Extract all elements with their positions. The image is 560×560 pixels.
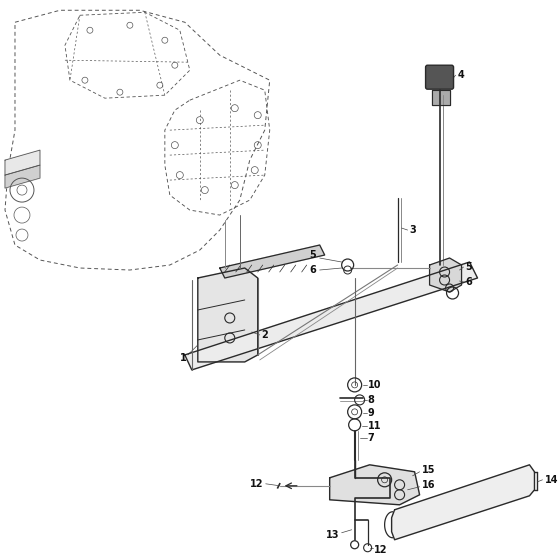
Text: 9: 9 bbox=[367, 408, 375, 418]
Polygon shape bbox=[5, 165, 40, 188]
Polygon shape bbox=[391, 465, 534, 540]
Text: 11: 11 bbox=[367, 421, 381, 431]
Polygon shape bbox=[185, 262, 478, 370]
Text: 13: 13 bbox=[326, 530, 340, 540]
Text: 5: 5 bbox=[310, 250, 316, 260]
Polygon shape bbox=[220, 245, 325, 278]
Text: 15: 15 bbox=[422, 465, 435, 475]
Text: 12: 12 bbox=[250, 479, 264, 489]
Text: 12: 12 bbox=[374, 545, 387, 555]
Text: 3: 3 bbox=[409, 225, 416, 235]
Polygon shape bbox=[430, 258, 461, 292]
Text: 1: 1 bbox=[180, 353, 186, 363]
Text: 14: 14 bbox=[544, 475, 558, 485]
Text: 6: 6 bbox=[465, 277, 472, 287]
Text: 2: 2 bbox=[262, 330, 268, 340]
Text: 6: 6 bbox=[310, 265, 316, 275]
Polygon shape bbox=[330, 465, 419, 505]
Text: 16: 16 bbox=[422, 480, 435, 490]
Text: 5: 5 bbox=[465, 262, 472, 272]
Polygon shape bbox=[432, 90, 450, 105]
Text: 8: 8 bbox=[367, 395, 375, 405]
Text: 4: 4 bbox=[458, 70, 464, 80]
Text: 7: 7 bbox=[367, 433, 375, 443]
Text: 10: 10 bbox=[367, 380, 381, 390]
Polygon shape bbox=[5, 150, 40, 175]
FancyBboxPatch shape bbox=[426, 65, 454, 89]
Polygon shape bbox=[198, 268, 258, 362]
